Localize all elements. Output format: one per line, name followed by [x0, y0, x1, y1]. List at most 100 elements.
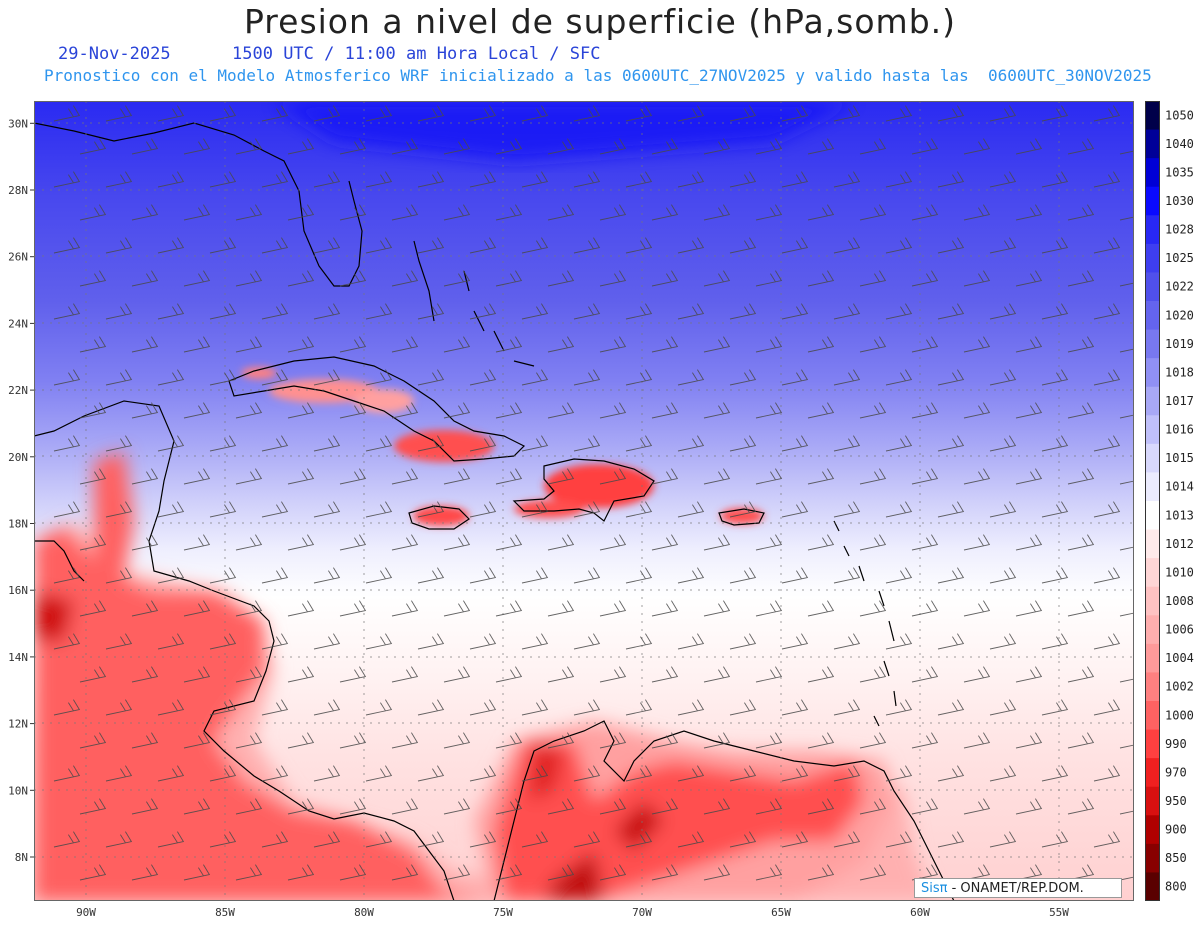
wind-barb	[651, 138, 679, 155]
wind-barb	[937, 171, 965, 188]
wind-barb	[1093, 567, 1121, 584]
wind-barb	[157, 237, 185, 254]
wind-barb	[53, 633, 81, 650]
wind-barb	[729, 303, 757, 320]
wind-barb	[573, 831, 601, 848]
wind-barb	[781, 699, 809, 716]
legend-level: 1004	[1165, 651, 1194, 665]
wind-barb	[313, 699, 341, 716]
legend-swatch	[1145, 586, 1159, 616]
wind-barb	[1015, 666, 1043, 683]
legend-level: 1019	[1165, 337, 1194, 351]
wind-barb	[443, 798, 471, 815]
wind-barb	[1093, 171, 1121, 188]
wind-barb	[1015, 534, 1043, 551]
wind-barb	[417, 633, 445, 650]
legend-level: 1013	[1165, 508, 1194, 522]
wind-barb	[521, 171, 549, 188]
wind-barb	[859, 270, 887, 287]
lat-label: 8N	[15, 851, 28, 864]
wind-barb	[963, 666, 991, 683]
wind-barb	[521, 567, 549, 584]
wind-barb	[677, 435, 705, 452]
wind-barb	[651, 666, 679, 683]
wind-barb	[365, 105, 393, 122]
legend-level: 1028	[1165, 223, 1194, 237]
wind-barb	[651, 534, 679, 551]
wind-barb	[417, 501, 445, 518]
wind-barb	[781, 633, 809, 650]
wind-barb	[859, 666, 887, 683]
wind-barb	[79, 798, 107, 815]
legend-swatch	[1145, 558, 1159, 588]
wind-barb	[261, 105, 289, 122]
lat-label: 26N	[8, 251, 28, 264]
legend-swatch	[1145, 386, 1159, 416]
wind-barb	[209, 699, 237, 716]
wind-barb	[1093, 699, 1121, 716]
wind-barb	[157, 171, 185, 188]
legend-swatch	[1145, 815, 1159, 845]
wind-barb	[833, 831, 861, 848]
wind-barb	[209, 435, 237, 452]
wind-barb	[443, 732, 471, 749]
legend-swatch	[1145, 186, 1159, 216]
wind-barb	[131, 468, 159, 485]
wind-barb	[183, 468, 211, 485]
legend-swatch	[1145, 786, 1159, 816]
wind-barb	[807, 402, 835, 419]
wind-barb	[573, 501, 601, 518]
wind-barb	[235, 600, 263, 617]
wind-barb	[573, 303, 601, 320]
wind-barb	[573, 369, 601, 386]
wind-barb	[261, 633, 289, 650]
legend-level: 1022	[1165, 280, 1194, 294]
wind-barb	[547, 336, 575, 353]
wind-barb	[833, 105, 861, 122]
wind-barb	[599, 138, 627, 155]
wind-barb	[651, 600, 679, 617]
wind-barb	[391, 798, 419, 815]
wind-barb	[365, 633, 393, 650]
credit-box: Sisπ - ONAMET/REP.DOM.	[914, 878, 1122, 898]
wind-barb	[989, 237, 1017, 254]
wind-barb	[807, 864, 835, 881]
lat-label: 28N	[8, 184, 28, 197]
wind-barb	[417, 567, 445, 584]
wind-barb	[443, 600, 471, 617]
wind-barb	[1041, 501, 1069, 518]
wind-barb	[1067, 468, 1095, 485]
wind-barb	[1015, 270, 1043, 287]
wind-barb	[209, 237, 237, 254]
wind-barb	[599, 468, 627, 485]
wind-barb	[833, 237, 861, 254]
wind-barb	[1119, 612, 1134, 617]
wind-barb	[625, 237, 653, 254]
wind-barb	[1119, 216, 1134, 221]
wind-barb	[911, 402, 939, 419]
wind-barb	[443, 534, 471, 551]
wind-barb	[989, 699, 1017, 716]
wind-barb	[859, 468, 887, 485]
wind-barb	[1119, 678, 1134, 683]
wind-barb	[443, 864, 471, 881]
wind-barb	[365, 501, 393, 518]
wind-barb	[677, 633, 705, 650]
wind-barb	[391, 732, 419, 749]
wind-barb	[963, 534, 991, 551]
wind-barb	[339, 600, 367, 617]
wind-barb	[313, 303, 341, 320]
wind-barb	[131, 600, 159, 617]
wind-barb	[1015, 798, 1043, 815]
wind-barb	[495, 864, 523, 881]
wind-barb	[313, 105, 341, 122]
legend-swatch	[1145, 872, 1159, 901]
legend-level: 1050	[1165, 108, 1194, 122]
wind-barb	[157, 435, 185, 452]
wind-barb	[807, 336, 835, 353]
wind-barb	[859, 798, 887, 815]
wind-barb	[209, 501, 237, 518]
wind-barb	[79, 468, 107, 485]
wind-barb	[703, 600, 731, 617]
wind-barb	[417, 699, 445, 716]
